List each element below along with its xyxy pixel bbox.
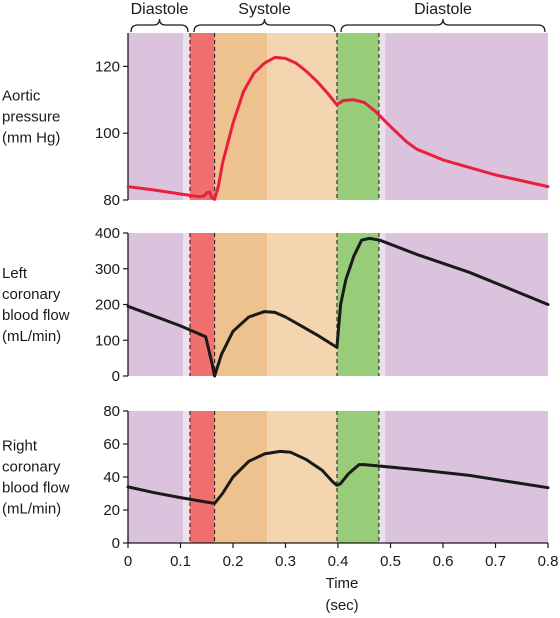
phase-label: Diastole <box>131 1 189 18</box>
y-tick-label: 0 <box>112 368 120 385</box>
phase-band <box>128 411 184 543</box>
x-tick-label: 0.4 <box>328 553 349 570</box>
x-tick-label: 0.2 <box>223 553 244 570</box>
phase-band <box>183 233 190 376</box>
y-tick-label: 60 <box>103 436 120 453</box>
panel-axis-label: blood flow <box>2 480 70 497</box>
y-tick-label: 40 <box>103 469 120 486</box>
phase-brace <box>193 18 336 33</box>
phase-band <box>267 233 337 376</box>
panel-axis-label: coronary <box>2 459 61 476</box>
y-tick-label: 400 <box>95 225 120 242</box>
phase-band <box>189 33 215 200</box>
panel-axis-label: blood flow <box>2 307 70 324</box>
phase-band <box>183 411 190 543</box>
x-tick-label: 0.8 <box>538 553 559 570</box>
panel-2: 0 100 200 300 400 Left coronary blood flow (mL/m… <box>2 225 550 385</box>
phase-band <box>214 411 268 543</box>
panel-axis-label: Right <box>2 438 38 455</box>
y-tick-label: 100 <box>95 332 120 349</box>
phase-brace <box>130 18 189 33</box>
y-tick-label: 300 <box>95 261 120 278</box>
phase-band <box>267 411 337 543</box>
panel-axis-label: pressure <box>2 109 60 126</box>
y-tick-label: 80 <box>103 403 120 420</box>
y-tick-label: 20 <box>103 502 120 519</box>
phase-label: Diastole <box>414 1 472 18</box>
phase-band <box>336 33 379 200</box>
panel-axis-label: coronary <box>2 286 61 303</box>
y-tick-label: 80 <box>103 192 120 209</box>
phase-band <box>128 33 184 200</box>
series-line <box>126 236 550 378</box>
phase-band <box>385 233 548 376</box>
x-tick-label: 0.5 <box>380 553 401 570</box>
panel-axis-label: Aortic <box>2 88 41 105</box>
phase-band <box>128 233 184 376</box>
phase-band <box>378 233 386 376</box>
phase-band <box>385 411 548 543</box>
x-tick-label: 0 <box>124 553 132 570</box>
y-tick-label: 120 <box>95 58 120 75</box>
panel-3: 0 20 40 60 80 Right coronary blood flow (mL/min) <box>2 403 550 552</box>
panel-axis-label: (mL/min) <box>2 328 61 345</box>
panel-axis-label: (mL/min) <box>2 501 61 518</box>
panel-1: 80 100 120 Aortic pressure (mm Hg) <box>2 33 550 209</box>
phase-band <box>336 233 379 376</box>
panel-axis-label: (mm Hg) <box>2 130 60 147</box>
phase-band <box>189 411 215 543</box>
series-line <box>126 55 550 201</box>
x-tick-label: 0.7 <box>485 553 506 570</box>
x-axis-unit: (sec) <box>325 597 358 614</box>
phase-band <box>385 33 548 200</box>
phase-brace <box>340 18 546 33</box>
x-tick-label: 0.1 <box>170 553 191 570</box>
phase-band <box>214 33 268 200</box>
phase-band <box>183 33 190 200</box>
x-tick-label: 0.6 <box>433 553 454 570</box>
x-axis-label: Time <box>326 575 359 592</box>
y-tick-label: 200 <box>95 297 120 314</box>
y-tick-label: 100 <box>95 125 120 142</box>
phase-band <box>336 411 379 543</box>
phase-band <box>378 411 386 543</box>
y-tick-label: 0 <box>112 535 120 552</box>
phase-band <box>267 33 337 200</box>
x-tick-label: 0.3 <box>275 553 296 570</box>
panel-axis-label: Left <box>2 265 28 282</box>
phase-label: Systole <box>238 1 291 18</box>
series-line <box>126 449 550 505</box>
